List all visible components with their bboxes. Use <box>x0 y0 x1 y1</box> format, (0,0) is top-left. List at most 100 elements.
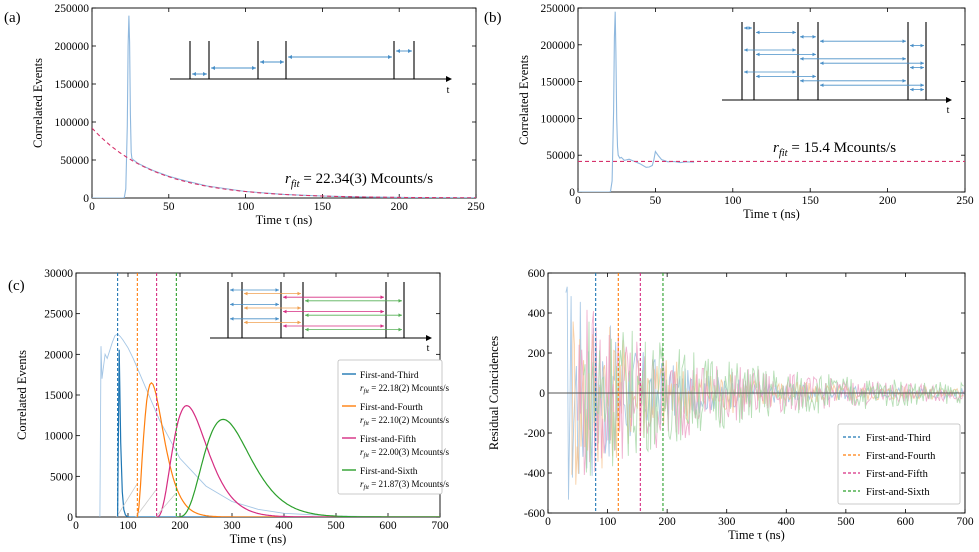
plot-frame <box>91 7 477 199</box>
panel-d: 0 100 200 300 400 500 600 700 -600 -400 -200 0 200 40… <box>487 268 974 542</box>
x-tick-label: 600 <box>897 516 915 528</box>
x-tick-label: 0 <box>89 201 95 213</box>
legend-rate: rfit = 21.87(3) Mcounts/s <box>360 479 450 491</box>
fit-line <box>92 127 476 198</box>
residual-line <box>583 321 964 476</box>
rfit-annotation: rfit = 22.34(3) Mcounts/s <box>285 171 433 190</box>
y-tick-label: 15000 <box>44 390 73 402</box>
y-tick-label: 10000 <box>44 431 73 443</box>
x-tick-label: 400 <box>778 516 796 528</box>
inset-interval-arrow <box>800 35 816 39</box>
legend: First-and-Third rfit = 22.18(2) Mcounts/s… <box>337 359 450 495</box>
inset-interval-arrow <box>910 43 924 48</box>
plot-area <box>578 11 965 192</box>
y-tick-label: 50000 <box>60 155 89 167</box>
y-tick-label: 20000 <box>44 349 73 361</box>
y-tick-label: 0 <box>539 388 545 400</box>
inset-axis-label: t <box>947 105 950 116</box>
legend-label: First-and-Third <box>866 433 931 444</box>
panel-a: 0 50 100 150 200 250 0 50000 100000 150000 200000 2… <box>4 3 485 227</box>
inset-axis-arrow <box>946 97 952 103</box>
y-tick-label: 200 <box>528 348 546 360</box>
legend: First-and-Third First-and-Fourth First-and… <box>837 423 961 505</box>
y-tick-label: 0 <box>67 512 73 524</box>
inset-interval-arrow <box>192 72 207 76</box>
legend-label: First-and-Fourth <box>360 403 423 413</box>
legend-label: First-and-Fifth <box>360 434 416 445</box>
y-tick-label: 5000 <box>50 471 73 483</box>
y-tick-label: 150000 <box>541 77 576 89</box>
x-tick-label: 600 <box>379 520 397 532</box>
y-tick-label: 200000 <box>541 40 576 52</box>
x-axis-label: Time τ (ns) <box>230 532 287 546</box>
x-tick-label: 500 <box>327 520 345 532</box>
y-tick-label: 100000 <box>541 113 576 125</box>
x-tick-label: 100 <box>237 201 255 213</box>
inset-axis-arrow <box>426 335 432 341</box>
raw-data-line <box>99 333 440 517</box>
plot-frame <box>577 7 966 193</box>
y-tick-label: 400 <box>528 308 546 320</box>
y-tick-label: -200 <box>524 428 545 440</box>
fit-curve <box>136 381 440 517</box>
raw-data-line <box>116 484 138 517</box>
y-tick-label: 200000 <box>55 41 90 53</box>
raw-data-line <box>135 489 157 517</box>
legend-rate: rfit = 22.18(2) Mcounts/s <box>360 383 450 395</box>
y-tick-label: 50000 <box>546 150 575 162</box>
panel-c: 0 100 200 300 400 500 600 700 0 5000 10000 15000 200… <box>8 268 450 546</box>
y-axis-label: Correlated Events <box>31 58 45 148</box>
y-tick-label: 250000 <box>55 3 90 15</box>
plot-area <box>548 273 965 513</box>
legend-label: First-and-Fourth <box>866 451 936 462</box>
x-axis-label: Time τ (ns) <box>728 528 785 542</box>
x-axis-label: Time τ (ns) <box>743 207 800 221</box>
y-tick-label: -600 <box>524 508 545 520</box>
y-tick-label: 0 <box>83 193 89 205</box>
x-tick-label: 200 <box>171 520 189 532</box>
panel-label: (b) <box>484 10 502 26</box>
legend-rate: rfit = 22.00(3) Mcounts/s <box>360 447 450 459</box>
legend-label: First-and-Sixth <box>360 467 418 477</box>
x-tick-label: 50 <box>650 195 662 207</box>
x-tick-label: 200 <box>879 195 897 207</box>
x-tick-label: 100 <box>599 516 617 528</box>
x-tick-label: 200 <box>391 201 409 213</box>
y-tick-label: 100000 <box>55 117 90 129</box>
y-tick-label: 30000 <box>44 268 73 280</box>
legend-label: First-and-Third <box>360 371 419 381</box>
legend-rate: rfit = 22.10(2) Mcounts/s <box>360 415 450 427</box>
x-tick-label: 300 <box>223 520 241 532</box>
raw-data-line <box>155 492 177 517</box>
x-tick-label: 100 <box>724 195 742 207</box>
x-tick-label: 500 <box>837 516 855 528</box>
inset-interval-arrow <box>910 87 924 92</box>
x-tick-label: 400 <box>275 520 293 532</box>
x-tick-label: 700 <box>956 516 974 528</box>
y-axis-label: Correlated Events <box>15 350 29 440</box>
x-tick-label: 150 <box>314 201 332 213</box>
legend-label: First-and-Fifth <box>866 469 929 480</box>
x-tick-label: 0 <box>73 520 79 532</box>
y-axis-label: Residual Coincidences <box>487 336 501 450</box>
inset-interval-arrow <box>744 26 752 30</box>
x-tick-label: 700 <box>431 520 449 532</box>
inset-axis-label: t <box>427 343 430 354</box>
y-tick-label: 150000 <box>55 79 90 91</box>
fit-curve <box>176 418 440 517</box>
x-tick-label: 300 <box>718 516 736 528</box>
inset-interval-arrow <box>910 65 924 70</box>
y-tick-label: 600 <box>528 268 546 280</box>
x-tick-label: 200 <box>659 516 677 528</box>
legend-box <box>337 359 443 495</box>
x-tick-label: 250 <box>956 195 974 207</box>
y-tick-label: 25000 <box>44 309 73 321</box>
legend-label: First-and-Sixth <box>866 487 930 498</box>
y-axis-label: Correlated Events <box>517 55 531 145</box>
panel-label: (a) <box>4 10 21 26</box>
inset-axis-arrow <box>446 76 452 82</box>
inset-interval-arrow <box>396 49 412 53</box>
plot-area <box>92 15 476 198</box>
legend-box <box>837 423 961 505</box>
